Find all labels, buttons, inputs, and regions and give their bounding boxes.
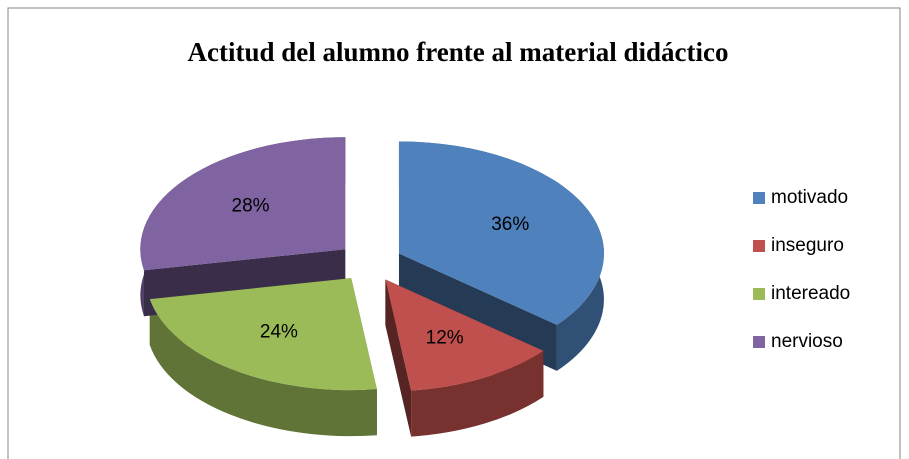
data-label: 24% [260, 322, 298, 343]
data-label: 12% [426, 327, 464, 348]
pie-tops [140, 137, 604, 391]
legend-swatch [753, 288, 765, 300]
legend-swatch [753, 240, 765, 252]
chart-title: Actitud del alumno frente al material di… [188, 37, 729, 67]
slice-top [385, 279, 544, 391]
legend-swatch [753, 192, 765, 204]
legend-label: intereado [771, 283, 850, 304]
slice-outer-wall [149, 299, 377, 437]
slice-top [149, 278, 377, 391]
legend-swatch [753, 336, 765, 348]
slice-cut-face [385, 279, 412, 437]
slice-outer-wall [411, 350, 544, 437]
slice-top [140, 137, 346, 271]
legend-label: motivado [771, 187, 848, 208]
slice-top [398, 141, 604, 325]
data-label: 28% [232, 195, 270, 216]
legend-label: inseguro [771, 235, 844, 256]
data-label: 36% [491, 214, 529, 235]
legend-label: nervioso [771, 331, 843, 352]
chart-border [7, 7, 901, 459]
